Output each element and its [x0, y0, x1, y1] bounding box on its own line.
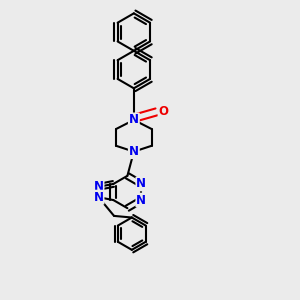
Text: N: N — [129, 145, 139, 158]
Text: N: N — [94, 191, 103, 204]
Text: N: N — [136, 194, 146, 207]
Text: N: N — [94, 180, 103, 193]
Text: N: N — [129, 113, 139, 127]
Text: N: N — [136, 177, 146, 190]
Text: O: O — [159, 105, 169, 119]
